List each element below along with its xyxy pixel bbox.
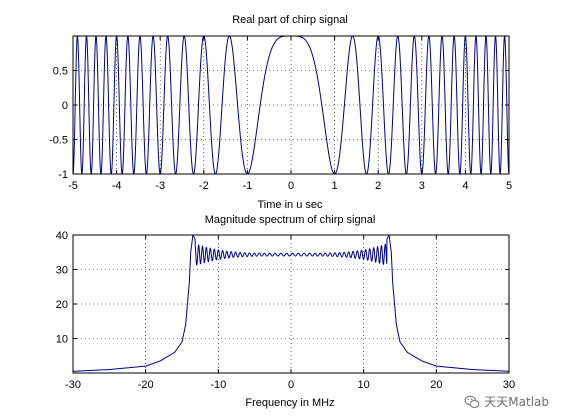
x-tick-label: 0	[288, 379, 294, 391]
x-tick-label: -3	[155, 180, 165, 192]
x-tick-label: 1	[332, 180, 338, 192]
y-tick-label: 0.5	[53, 66, 68, 78]
subplot-spectrum: Magnitude spectrum of chirp signal -30 -2…	[56, 214, 515, 409]
wechat-icon	[464, 395, 480, 408]
y-tick-label: 30	[56, 265, 68, 277]
watermark-text: 天天Matlab	[484, 395, 549, 409]
y-tick-labels: 10 20 30 40	[56, 230, 68, 346]
x-tick-label: 2	[375, 180, 381, 192]
chart-title: Magnitude spectrum of chirp signal	[205, 214, 376, 226]
y-tick-label: -0.5	[49, 135, 68, 147]
x-tick-label: -4	[112, 180, 122, 192]
y-tick-label: 40	[56, 230, 68, 242]
x-axis-label: Time in u sec	[257, 199, 323, 211]
plot-frame	[72, 234, 510, 374]
y-tick-labels: -1 -0.5 0 0.5	[49, 66, 68, 182]
chart-title: Real part of chirp signal	[232, 14, 348, 26]
x-tick-label: 30	[503, 379, 515, 391]
x-tick-label: 4	[462, 180, 468, 192]
y-tick-label: 20	[56, 299, 68, 311]
y-tick-label: -1	[58, 169, 68, 181]
x-tick-label: -2	[199, 180, 209, 192]
spectrum-line	[73, 235, 509, 372]
x-tick-label: -30	[65, 379, 81, 391]
x-tick-label: 3	[419, 180, 425, 192]
subplot-time-domain: Real part of chirp signal -5 -4 -3 -2 -1 0 1 2 3…	[49, 14, 512, 211]
x-tick-label: 10	[358, 379, 370, 391]
y-tick-label: 10	[56, 334, 68, 346]
grid-lines	[72, 234, 510, 373]
grid-lines	[72, 36, 510, 175]
x-tick-label: 0	[288, 180, 294, 192]
chirp-real-line	[73, 36, 509, 174]
x-tick-label: -1	[243, 180, 253, 192]
x-axis-label: Frequency in MHz	[245, 397, 334, 409]
x-tick-label: -10	[210, 379, 226, 391]
watermark: 天天Matlab	[464, 393, 549, 410]
y-tick-label: 0	[62, 100, 68, 112]
x-tick-label: 20	[430, 379, 442, 391]
x-tick-label: 5	[506, 180, 512, 192]
plot-frame	[72, 35, 510, 175]
x-tick-labels: -30 -20 -10 0 10 20 30	[65, 379, 515, 391]
x-tick-labels: -5 -4 -3 -2 -1 0 1 2 3 4 5	[68, 180, 512, 192]
x-tick-label: -5	[68, 180, 78, 192]
x-tick-label: -20	[138, 379, 154, 391]
